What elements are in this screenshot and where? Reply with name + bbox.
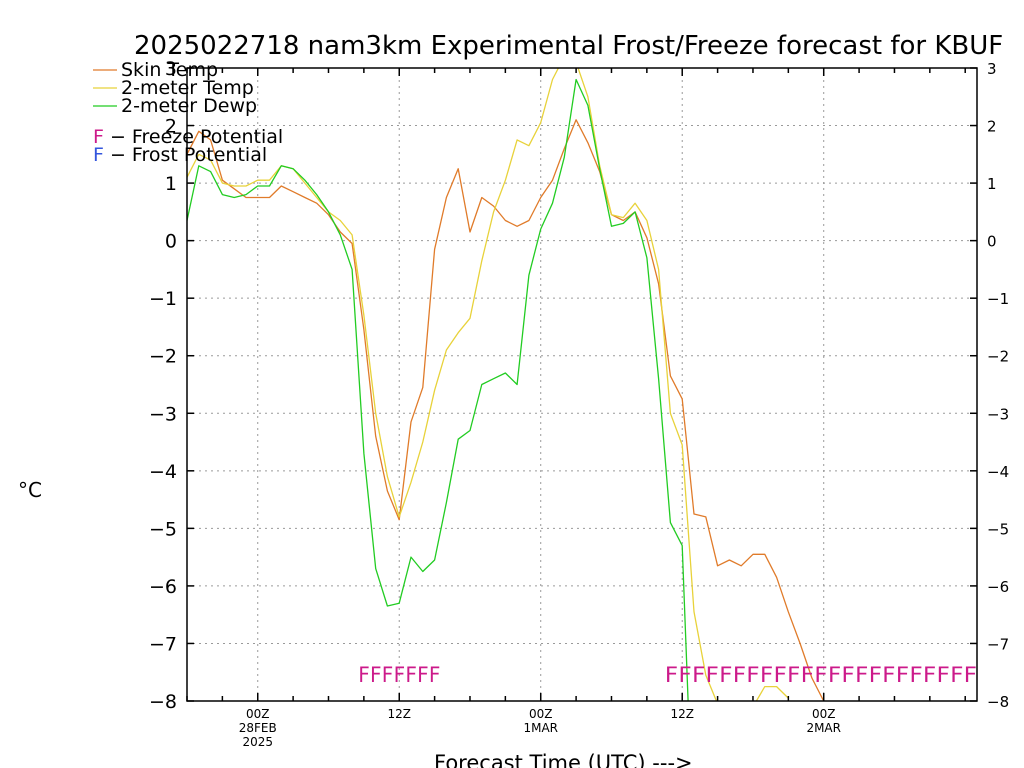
y-tick-label-right: −5: [987, 520, 1009, 538]
x-tick-label: 00Z: [246, 707, 270, 721]
y-tick-label-right: −8: [987, 693, 1009, 711]
x-tick-label: 00Z: [812, 707, 836, 721]
freeze-marker: FFFFFFFFFFFFFFFFFFFFFFF: [665, 663, 978, 687]
series-line-skin-temp: [187, 119, 825, 701]
series-layer: [187, 68, 825, 701]
y-tick-label-right: 0: [987, 233, 997, 251]
freeze-marker: FFFFFFF: [358, 663, 441, 687]
y-tick-label: −3: [149, 403, 177, 425]
x-tick-label: 12Z: [387, 707, 411, 721]
y-tick-label-right: 2: [987, 118, 997, 136]
legend-marker-entry: F − Frost Potential: [93, 144, 267, 166]
legend-marker-entry: F − Freeze Potential: [93, 126, 283, 148]
x-tick-date: 2MAR: [806, 721, 841, 735]
y-tick-label: −6: [149, 576, 177, 598]
x-tick-date: 28FEB: [239, 721, 277, 735]
grid: [187, 68, 977, 701]
y-tick-labels-right: −8 −7 −6 −5 −4 −3 −2 −1 0 1 2 3: [987, 60, 1009, 711]
x-tick-year: 2025: [242, 735, 273, 749]
x-tick-label: 12Z: [670, 707, 694, 721]
y-tick-label: −1: [149, 288, 177, 310]
y-tick-label: −8: [149, 691, 177, 713]
y-tick-label-right: −7: [987, 635, 1009, 653]
y-tick-label-right: −4: [987, 463, 1009, 481]
chart-title: 2025022718 nam3km Experimental Frost/Fre…: [134, 31, 1003, 61]
y-tick-label: −7: [149, 633, 177, 655]
y-tick-label-right: −6: [987, 578, 1009, 596]
y-tick-label: −2: [149, 346, 177, 368]
y-tick-label: −5: [149, 518, 177, 540]
x-tick-date: 1MAR: [523, 721, 558, 735]
y-axis-label: °C: [18, 478, 42, 502]
y-tick-label-right: −1: [987, 290, 1009, 308]
series-line-2-meter-dewp: [187, 78, 689, 701]
y-tick-label-right: 1: [987, 175, 997, 193]
y-tick-label: 3: [165, 58, 177, 80]
axis-ticks: [186, 67, 977, 702]
y-tick-label-right: −3: [987, 405, 1009, 423]
y-tick-label: −4: [149, 461, 177, 483]
plot-frame: [186, 67, 978, 702]
y-tick-label-right: −2: [987, 348, 1009, 366]
legend-entry: 2-meter Temp: [121, 77, 254, 99]
legend-entry: Skin Temp: [121, 59, 218, 81]
legend-entry: 2-meter Dewp: [121, 95, 257, 117]
freeze-marker-layer: FFFFFFF FFFFFFFFFFFFFFFFFFFFFFF: [358, 663, 977, 687]
x-tick-label: 00Z: [529, 707, 553, 721]
y-tick-label: 2: [165, 116, 177, 138]
y-tick-label-right: 3: [987, 60, 997, 78]
y-tick-label: 0: [165, 231, 177, 253]
x-axis-label: Forecast Time (UTC) --->: [434, 751, 693, 768]
y-tick-labels-left: −8 −7 −6 −5 −4 −3 −2 −1 0 1 2 3: [149, 58, 177, 713]
y-tick-label: 1: [165, 173, 177, 195]
